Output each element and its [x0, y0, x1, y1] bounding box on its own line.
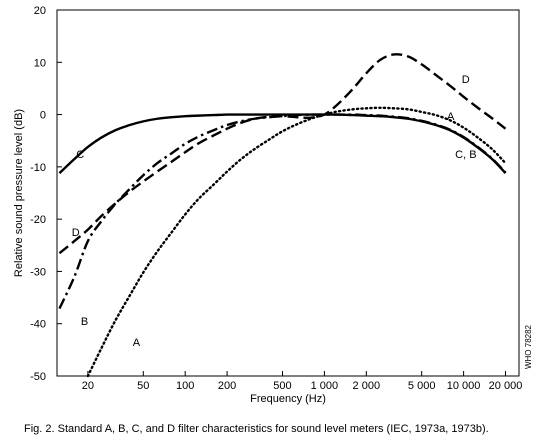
curve-label: B — [81, 316, 88, 328]
series-line-d — [58, 53, 507, 255]
x-axis-ticks: 20 50 100 200 500 1 000 2 000 5 000 10 000 20 000 — [82, 371, 523, 392]
y-tick-label: -10 — [30, 162, 46, 174]
curve-label: A — [133, 337, 141, 349]
series-lines — [58, 53, 507, 378]
curve-label: D — [72, 227, 80, 239]
x-tick-label: 20 — [82, 380, 94, 392]
x-tick-label: 500 — [273, 380, 291, 392]
x-tick-label: 1 000 — [311, 380, 339, 392]
watermark: WHO 78282 — [524, 324, 533, 369]
figure-caption: Fig. 2. Standard A, B, C, and D filter c… — [24, 423, 489, 435]
y-axis-label: Relative sound pressure level (dB) — [13, 109, 25, 277]
y-axis-ticks: 20 10 0 -10 -20 -30 -40 -50 — [30, 5, 62, 383]
series-line-c — [58, 113, 507, 175]
filter-characteristics-chart: 20 50 100 200 500 1 000 2 000 5 000 10 000 20 000… — [13, 5, 533, 405]
curve-label: D — [462, 74, 470, 86]
curve-label: C, B — [455, 149, 476, 161]
x-tick-label: 20 000 — [489, 380, 523, 392]
y-tick-label: -30 — [30, 266, 46, 278]
series-line-b — [58, 113, 507, 310]
y-tick-label: 10 — [34, 57, 46, 69]
x-tick-label: 10 000 — [447, 380, 481, 392]
y-tick-label: -40 — [30, 319, 46, 331]
x-tick-label: 100 — [176, 380, 194, 392]
x-tick-label: 5 000 — [408, 380, 436, 392]
curve-label: C — [76, 149, 84, 161]
y-tick-label: -20 — [30, 214, 46, 226]
curve-label: A — [447, 111, 455, 123]
y-tick-label: -50 — [30, 371, 46, 383]
x-tick-label: 200 — [218, 380, 236, 392]
x-tick-label: 50 — [137, 380, 149, 392]
x-axis-label: Frequency (Hz) — [250, 393, 326, 405]
y-tick-label: 20 — [34, 5, 46, 17]
series-line-a — [86, 106, 507, 378]
y-tick-label: 0 — [40, 110, 46, 122]
plot-frame — [56, 9, 520, 377]
curve-labels: C D B A D A C, B — [72, 74, 477, 349]
x-tick-label: 2 000 — [353, 380, 381, 392]
